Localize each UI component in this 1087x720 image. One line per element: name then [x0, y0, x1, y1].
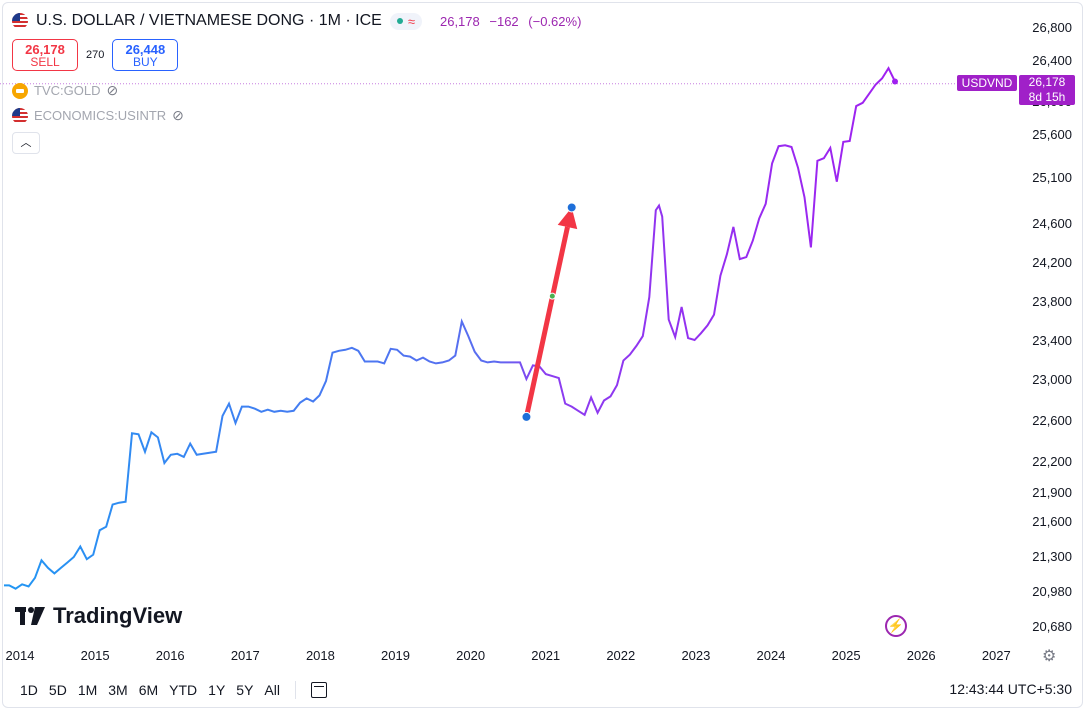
arrow-annotation[interactable]: [521, 202, 578, 422]
x-tick-label: 2018: [306, 648, 335, 663]
timeframe-1m[interactable]: 1M: [77, 682, 98, 698]
price-change-pct: (−0.62%): [528, 13, 582, 29]
arrow-start-handle[interactable]: [521, 411, 532, 422]
us-flag-icon: [12, 13, 28, 29]
trade-buttons: 26,178 SELL 270 26,448 BUY: [12, 39, 179, 71]
x-tick-label: 2015: [81, 648, 110, 663]
y-tick-label: 20,680: [1032, 619, 1072, 634]
y-tick-label: 25,100: [1032, 170, 1072, 185]
timeframe-3m[interactable]: 3M: [108, 682, 128, 698]
sell-button[interactable]: 26,178 SELL: [12, 39, 78, 71]
indicator-label: ECONOMICS:USINTR: [34, 108, 167, 123]
gear-icon[interactable]: ⚙: [1042, 648, 1057, 665]
arrow-shaft: [524, 226, 570, 418]
x-tick-label: 2019: [381, 648, 410, 663]
spread-value: 270: [86, 49, 105, 61]
y-tick-label: 24,600: [1032, 216, 1072, 231]
y-tick-label: 22,600: [1032, 413, 1072, 428]
delayed-icon: ≈: [407, 13, 415, 29]
x-tick-label: 2025: [832, 648, 861, 663]
x-tick-label: 2017: [231, 648, 260, 663]
price-tag-value: 26,178: [1028, 75, 1066, 89]
x-tick-label: 2027: [982, 648, 1011, 663]
eye-hidden-icon[interactable]: ⊘: [106, 82, 119, 98]
timeframe-1d[interactable]: 1D: [20, 682, 38, 698]
arrow-end-handle[interactable]: [566, 202, 577, 213]
price-change: −162: [489, 13, 519, 29]
timeframe-bar: 1D 5D 1M 3M 6M YTD 1Y 5Y All: [20, 681, 327, 699]
symbol-title[interactable]: U.S. DOLLAR / VIETNAMESE DONG · 1M · ICE: [36, 12, 382, 29]
series-line: [4, 66, 896, 590]
sell-price: 26,178: [25, 42, 65, 57]
x-tick-label: 2021: [531, 648, 560, 663]
divider: [294, 681, 296, 699]
x-tick-label: 2014: [6, 648, 35, 663]
bar-countdown: 8d 15h: [1028, 90, 1066, 104]
y-tick-label: 23,800: [1032, 294, 1072, 309]
indicator-label: TVC:GOLD: [34, 83, 101, 98]
last-point: [892, 78, 898, 85]
buy-price: 26,448: [125, 42, 166, 57]
y-tick-label: 24,200: [1032, 255, 1072, 270]
arrow-mid-handle[interactable]: [548, 292, 556, 300]
tradingview-logo[interactable]: TradingView: [15, 603, 182, 629]
y-tick-label: 26,800: [1032, 20, 1072, 35]
collapse-legend-button[interactable]: ︿: [12, 132, 40, 154]
last-price: 26,178: [439, 13, 480, 29]
y-tick-label: 23,000: [1032, 372, 1072, 387]
quote-summary: 26,178 −162 (−0.62%): [440, 14, 587, 29]
y-tick-label: 21,600: [1032, 514, 1072, 529]
arrow-head: [557, 207, 578, 230]
timeframe-1y[interactable]: 1Y: [208, 682, 226, 698]
x-tick-label: 2020: [456, 648, 485, 663]
market-status[interactable]: ≈: [389, 12, 422, 30]
buy-button[interactable]: 26,448 BUY: [112, 39, 179, 71]
lightning-icon[interactable]: ⚡: [885, 615, 907, 637]
price-axis-tag: 26,178 8d 15h: [1019, 75, 1075, 105]
indicator-gold[interactable]: TVC:GOLD ⊘: [12, 82, 118, 99]
timeframe-5d[interactable]: 5D: [48, 682, 67, 698]
timeframe-all[interactable]: All: [264, 682, 280, 698]
clock[interactable]: 12:43:44 UTC+5:30: [949, 681, 1072, 697]
chevron-up-icon: ︿: [20, 137, 32, 149]
chart-frame: [2, 2, 1083, 708]
indicator-usintr[interactable]: ECONOMICS:USINTR ⊘: [12, 107, 184, 124]
timeframe-ytd[interactable]: YTD: [169, 682, 198, 698]
x-tick-label: 2026: [907, 648, 936, 663]
sell-label: SELL: [30, 55, 60, 69]
y-tick-label: 23,400: [1032, 333, 1072, 348]
eye-hidden-icon[interactable]: ⊘: [172, 107, 184, 123]
y-tick-label: 25,600: [1032, 127, 1072, 142]
market-open-icon: [396, 18, 403, 24]
timeframe-6m[interactable]: 6M: [138, 682, 159, 698]
tradingview-logo-icon: [15, 607, 45, 625]
symbol-header: U.S. DOLLAR / VIETNAMESE DONG · 1M · ICE…: [12, 12, 587, 30]
y-tick-label: 26,400: [1032, 53, 1072, 68]
x-tick-label: 2022: [606, 648, 635, 663]
y-tick-label: 21,300: [1032, 549, 1072, 564]
us-flag-icon: [12, 107, 28, 124]
gold-icon: [12, 82, 28, 99]
x-tick-label: 2016: [156, 648, 185, 663]
x-tick-label: 2023: [681, 648, 710, 663]
y-tick-label: 22,200: [1032, 454, 1072, 469]
x-tick-label: 2024: [757, 648, 786, 663]
symbol-price-tag: USDVND: [957, 75, 1017, 91]
timeframe-5y[interactable]: 5Y: [236, 682, 254, 698]
y-tick-label: 20,980: [1032, 584, 1072, 599]
logo-text: TradingView: [53, 603, 183, 628]
calendar-icon[interactable]: [310, 682, 327, 698]
y-tick-label: 21,900: [1032, 485, 1072, 500]
buy-label: BUY: [133, 55, 158, 69]
